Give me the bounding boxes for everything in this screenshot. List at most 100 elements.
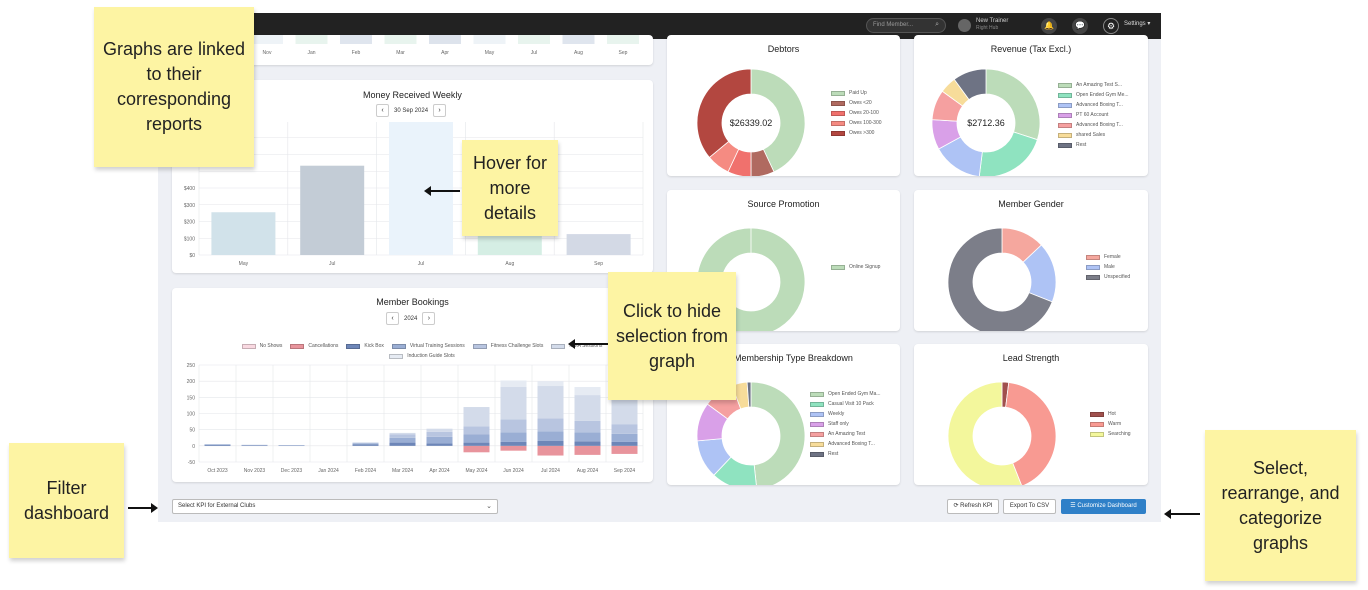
member-gender-donut[interactable] (914, 190, 1148, 331)
booking-bar-segment[interactable] (426, 443, 453, 446)
booking-bar-segment[interactable] (574, 441, 601, 446)
legend-item[interactable]: Staff only (810, 419, 881, 429)
donut-slice[interactable] (985, 68, 1041, 141)
booking-bar-segment[interactable] (611, 441, 638, 446)
booking-bar-segment[interactable] (500, 419, 527, 433)
legend-item[interactable]: Online Signup (831, 262, 880, 272)
booking-bar-segment[interactable] (574, 386, 601, 396)
refresh-kpi-button[interactable]: ⟳ Refresh KPI (947, 499, 999, 514)
strip-bar[interactable] (251, 35, 283, 44)
revenue-donut[interactable]: $2712.36 (914, 35, 1148, 176)
legend-item[interactable]: Weekly (810, 409, 881, 419)
booking-bar-segment[interactable] (537, 418, 564, 432)
strip-bar[interactable] (429, 35, 461, 44)
member-bookings-chart[interactable]: -50 0 50 100 150 200 250 Oct 2023 Nov 2023 Dec 20… (172, 363, 653, 478)
settings-menu[interactable]: Settings ▾ (1124, 21, 1151, 27)
member-gender-legend[interactable]: Female Male Unspecified (1086, 252, 1130, 282)
booking-bar-segment[interactable] (204, 444, 231, 445)
legend-item[interactable]: Rest (1058, 140, 1129, 150)
revenue-card[interactable]: Revenue (Tax Excl.) $2712.36 An Amazing … (914, 35, 1148, 176)
legend-item[interactable]: Induction Guide Slots (389, 351, 455, 361)
legend-item[interactable]: Cancellations (290, 341, 338, 351)
legend-item[interactable]: An Amazing Test S... (1058, 80, 1129, 90)
booking-bar-segment[interactable] (611, 445, 638, 454)
club-switcher[interactable]: New Trainer Right Hub (976, 18, 1008, 32)
find-member-search[interactable]: Find Member... ⌕ (866, 18, 946, 33)
legend-item[interactable]: Virtual Training Sessions (391, 341, 465, 351)
next-week-button[interactable]: › (433, 104, 447, 117)
legend-item[interactable]: Advanced Boxing T... (1058, 120, 1129, 130)
legend-item[interactable]: shared Sales (1058, 130, 1129, 140)
legend-item[interactable]: Owes 100-300 (831, 118, 882, 128)
chat-icon[interactable]: 💬 (1072, 18, 1088, 34)
donut-slice[interactable] (978, 131, 1038, 176)
booking-bar-segment[interactable] (463, 426, 490, 435)
booking-bar-segment[interactable] (389, 434, 416, 438)
booking-bar-segment[interactable] (352, 444, 379, 446)
booking-bar-segment[interactable] (500, 380, 527, 387)
legend-item[interactable]: Advanced Boxing T... (1058, 100, 1129, 110)
lead-strength-card[interactable]: Lead Strength Hot Warm Searching (914, 344, 1148, 485)
booking-bar-segment[interactable] (500, 432, 527, 442)
prev-week-button[interactable]: ‹ (376, 104, 389, 117)
donut-slice[interactable] (750, 68, 806, 173)
booking-bar-segment[interactable] (574, 395, 601, 421)
booking-bar-segment[interactable] (537, 440, 564, 446)
revenue-legend[interactable]: An Amazing Test S... Open Ended Gym Me...… (1058, 80, 1129, 150)
donut-slice[interactable] (696, 68, 752, 158)
strip-bar[interactable] (562, 35, 595, 44)
export-csv-button[interactable]: Export To CSV (1003, 499, 1056, 514)
legend-item[interactable]: Open Ended Gym Ma... (810, 389, 881, 399)
legend-item[interactable]: Owes >300 (831, 128, 882, 138)
kpi-select[interactable]: Select KPI for External Clubs ⌄ (172, 499, 498, 514)
booking-bar-segment[interactable] (574, 445, 601, 455)
booking-bar-segment[interactable] (500, 386, 527, 420)
prev-year-button[interactable]: ‹ (386, 312, 399, 325)
gear-icon[interactable]: ⚙ (1103, 18, 1119, 34)
legend-item[interactable]: Advanced Boxing T... (810, 439, 881, 449)
donut-slice[interactable] (947, 381, 1022, 485)
booking-bar-segment[interactable] (537, 381, 564, 387)
booking-bar-segment[interactable] (537, 431, 564, 441)
legend-item[interactable]: MMA Sessions (551, 341, 602, 351)
member-gender-card[interactable]: Member Gender Female Male Unspecified (914, 190, 1148, 331)
booking-bar-segment[interactable] (500, 441, 527, 446)
search-input[interactable]: Find Member... (873, 22, 914, 28)
legend-item[interactable]: Casual Visit 10 Pack (810, 399, 881, 409)
booking-bar-segment[interactable] (204, 444, 231, 446)
debtors-donut[interactable]: $26339.02 (667, 35, 900, 176)
legend-item[interactable]: Female (1086, 252, 1130, 262)
booking-bar-segment[interactable] (426, 428, 453, 432)
booking-bar-segment[interactable] (537, 445, 564, 456)
booking-bar-segment[interactable] (574, 432, 601, 442)
legend-item[interactable]: Rest (810, 449, 881, 459)
next-year-button[interactable]: › (422, 312, 436, 325)
legend-item[interactable]: Open Ended Gym Me... (1058, 90, 1129, 100)
customize-dashboard-button[interactable]: ☰ Customize Dashboard (1061, 499, 1146, 514)
bell-icon[interactable]: 🔔 (1041, 18, 1057, 34)
legend-item[interactable]: PT 60 Account (1058, 110, 1129, 120)
legend-item[interactable]: An Amazing Test (810, 429, 881, 439)
booking-bar-segment[interactable] (241, 445, 268, 446)
money-bar[interactable] (300, 165, 365, 255)
legend-item[interactable]: Fitness Challenge Slots (472, 341, 543, 351)
money-bar[interactable] (211, 212, 276, 255)
donut-slice[interactable] (947, 227, 1053, 331)
legend-item[interactable]: No Shows (241, 341, 282, 351)
legend-item[interactable]: Hot (1090, 409, 1131, 419)
bookings-legend[interactable]: No Shows Cancellations Kick Box Virtual Tra… (212, 341, 632, 361)
legend-item[interactable]: Kick Box (346, 341, 384, 351)
legend-item[interactable]: Owes <20 (831, 98, 882, 108)
booking-bar-segment[interactable] (389, 432, 416, 435)
booking-bar-segment[interactable] (463, 442, 490, 446)
debtors-card[interactable]: Debtors $26339.02 Paid Up Owes <20 Owes 20… (667, 35, 900, 176)
booking-bar-segment[interactable] (389, 437, 416, 443)
money-bar[interactable] (566, 234, 631, 255)
lead-strength-legend[interactable]: Hot Warm Searching (1090, 409, 1131, 439)
booking-bar-segment[interactable] (352, 442, 379, 444)
booking-bar-segment[interactable] (426, 431, 453, 437)
booking-bar-segment[interactable] (500, 445, 527, 451)
legend-item[interactable]: Owes 20-100 (831, 108, 882, 118)
money-received-chart[interactable]: $0 $100 $200 $300 $400 May Jul Jul Aug Sep (172, 122, 653, 272)
booking-bar-segment[interactable] (463, 407, 490, 427)
